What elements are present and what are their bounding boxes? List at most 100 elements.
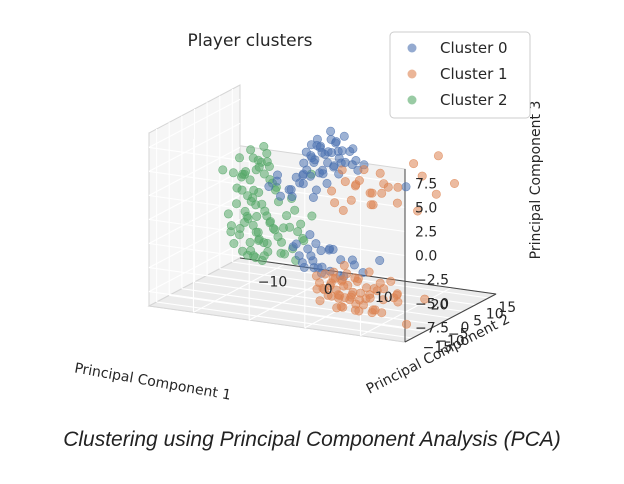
y-tick-label: −10 <box>435 333 465 349</box>
x-tick-label: 20 <box>431 298 449 314</box>
z-tick-label: −5.0 <box>415 297 449 313</box>
scatter-point-cluster-1 <box>343 280 353 290</box>
scatter-point-cluster-1 <box>364 267 374 277</box>
scatter-point-cluster-0 <box>328 244 338 254</box>
y-tick-label: 15 <box>498 300 516 316</box>
scatter-point-cluster-2 <box>252 212 262 222</box>
scatter-point-cluster-2 <box>254 234 264 244</box>
scatter-point-cluster-1 <box>339 260 349 270</box>
gridline <box>148 147 241 196</box>
scatter-point-cluster-2 <box>268 223 278 233</box>
gridline <box>156 301 413 339</box>
scatter-point-cluster-2 <box>235 224 245 234</box>
scatter-point-cluster-2 <box>232 183 242 193</box>
x-tick-label: −10 <box>258 274 288 290</box>
z-tick-label: 7.5 <box>415 176 437 192</box>
scatter-point-cluster-0 <box>291 239 301 249</box>
gridline <box>148 122 241 172</box>
gridline <box>148 219 241 269</box>
scatter-point-cluster-0 <box>311 185 321 195</box>
scatter-point-cluster-2 <box>262 149 272 159</box>
scatter-point-cluster-1 <box>338 205 348 215</box>
scatter-point-cluster-2 <box>299 236 309 246</box>
scatter-point-cluster-1 <box>327 186 337 196</box>
scatter-point-cluster-1 <box>335 290 345 300</box>
scatter-point-cluster-1 <box>409 159 419 169</box>
scatter-point-cluster-0 <box>264 182 274 192</box>
scatter-point-cluster-1 <box>392 289 402 299</box>
z-tick-label: 2.5 <box>415 225 437 241</box>
scatter-point-cluster-1 <box>330 198 340 208</box>
scatter-point-cluster-0 <box>326 135 336 145</box>
scatter-point-cluster-1 <box>420 294 430 304</box>
scatter-point-cluster-1 <box>366 200 376 210</box>
scatter-point-cluster-1 <box>386 276 396 286</box>
figure-caption: Clustering using Principal Component Ana… <box>63 428 561 451</box>
scatter-point-cluster-0 <box>297 258 307 268</box>
scatter-point-cluster-1 <box>449 179 459 189</box>
legend: Cluster 0 Cluster 1 Cluster 2 <box>389 31 531 119</box>
x-tick-label: 0 <box>324 282 333 298</box>
scatter-point-cluster-2 <box>254 162 264 172</box>
scatter-point-cluster-1 <box>354 176 364 186</box>
scatter-point-cluster-0 <box>351 156 361 166</box>
scatter-point-cluster-2 <box>241 167 251 177</box>
scatter-point-cluster-2 <box>246 145 256 155</box>
gridline <box>148 98 241 148</box>
legend-marker-cluster-1 <box>407 69 417 79</box>
scatter-point-cluster-1 <box>318 283 328 293</box>
scatter-point-cluster-1 <box>401 319 411 329</box>
scatter-point-cluster-0 <box>316 246 326 256</box>
scatter-point-cluster-0 <box>272 170 282 180</box>
scatter-point-cluster-0 <box>306 140 316 150</box>
scatter-point-cluster-1 <box>379 284 389 294</box>
scatter-point-cluster-0 <box>302 165 312 175</box>
scatter-point-cluster-2 <box>290 205 300 215</box>
scatter-point-cluster-2 <box>223 209 233 219</box>
scatter-point-cluster-2 <box>246 196 256 206</box>
scatter-point-cluster-1 <box>365 293 375 303</box>
y-axis-line <box>404 293 497 343</box>
scatter-point-cluster-2 <box>248 153 258 163</box>
scatter-point-cluster-1 <box>365 188 375 198</box>
scatter-point-cluster-0 <box>315 141 325 151</box>
gridline <box>148 195 241 244</box>
scatter-point-cluster-2 <box>262 238 272 248</box>
scatter-point-cluster-2 <box>259 169 269 179</box>
scatter-point-cluster-2 <box>279 249 289 259</box>
scatter-point-cluster-0 <box>306 251 316 261</box>
scatter-point-cluster-0 <box>275 191 285 201</box>
scatter-point-cluster-1 <box>354 306 364 316</box>
scatter-point-cluster-2 <box>293 227 303 237</box>
scatter-point-cluster-1 <box>392 198 402 208</box>
scatter-point-cluster-1 <box>346 292 356 302</box>
scatter-point-cluster-2 <box>249 251 259 261</box>
scatter-point-cluster-2 <box>235 153 245 163</box>
scatter-point-cluster-2 <box>249 185 259 195</box>
x-tick-label: 10 <box>375 290 393 306</box>
z-tick-label: 0.0 <box>415 249 437 265</box>
scatter-point-cluster-0 <box>308 193 318 203</box>
scatter-point-cluster-2 <box>226 221 236 231</box>
scatter-point-cluster-1 <box>327 291 337 301</box>
scatter-point-cluster-0 <box>401 182 411 192</box>
scatter-point-cluster-2 <box>238 246 248 256</box>
z-tick-labels: −7.5 −5.0 −2.5 0.0 2.5 5.0 7.5 <box>415 176 449 336</box>
scatter-point-cluster-2 <box>285 222 295 232</box>
scatter-point-cluster-0 <box>326 126 336 136</box>
scatter-point-cluster-2 <box>263 247 273 257</box>
scatter-point-cluster-0 <box>327 148 337 158</box>
scatter-point-cluster-1 <box>379 179 389 189</box>
scatter-point-cluster-2 <box>245 237 255 247</box>
y-tick-label: 0 <box>461 320 470 336</box>
legend-label-cluster-0: Cluster 0 <box>440 39 508 57</box>
legend-marker-cluster-0 <box>407 43 417 53</box>
scatter-point-cluster-0 <box>348 144 358 154</box>
scatter-point-cluster-1 <box>340 177 350 187</box>
z-tick-label: 5.0 <box>415 200 437 216</box>
scatter-point-cluster-1 <box>342 269 352 279</box>
scatter-point-cluster-1 <box>393 297 403 307</box>
scatter-point-cluster-0 <box>298 179 308 189</box>
scatter-point-cluster-2 <box>296 219 306 229</box>
